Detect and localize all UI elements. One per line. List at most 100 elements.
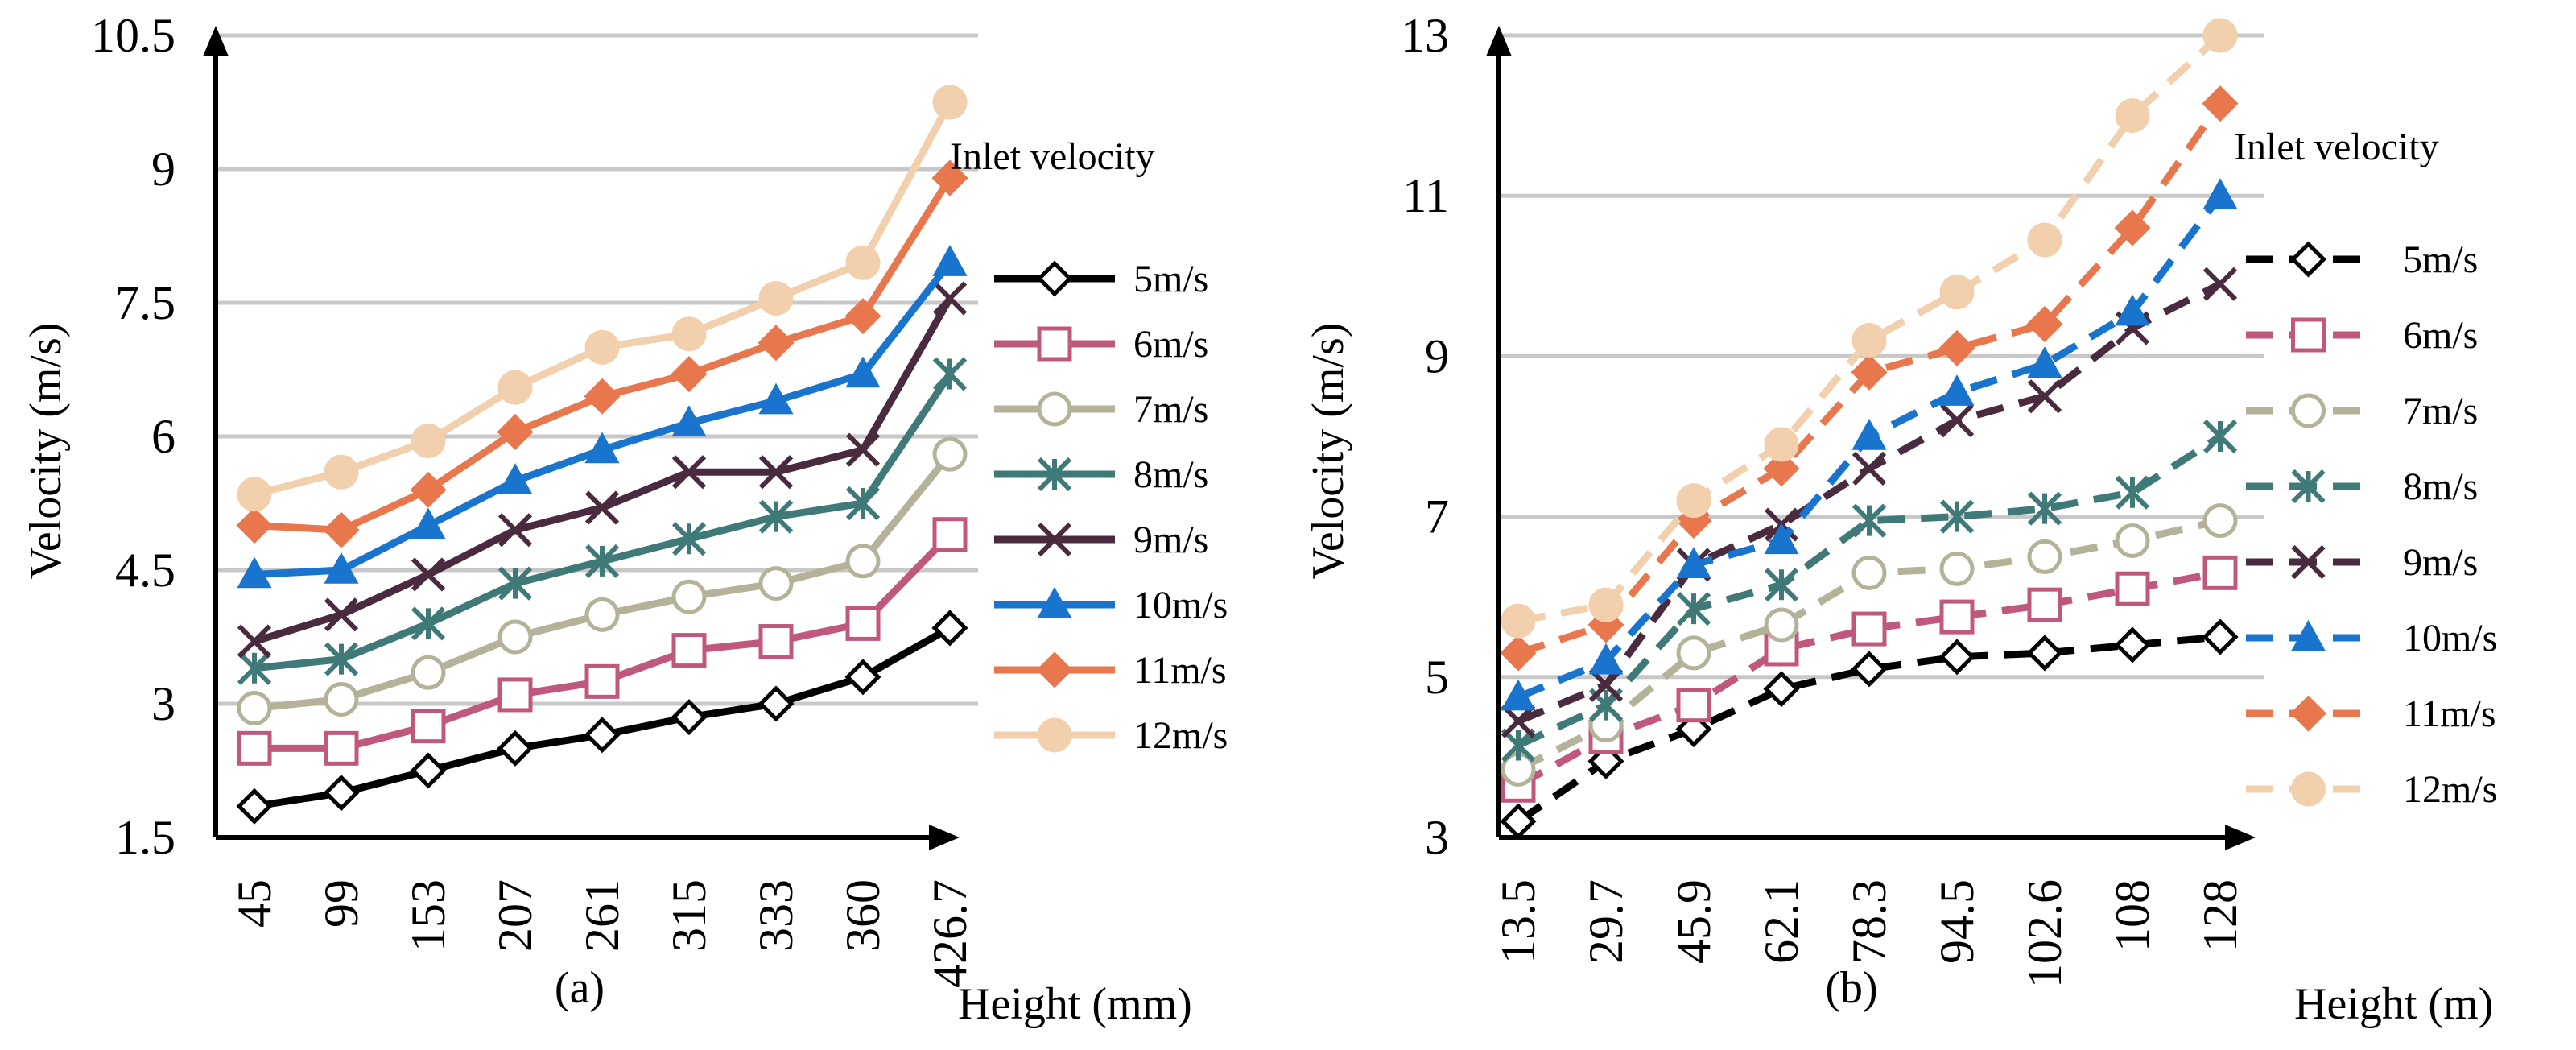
series-9m-s <box>237 281 968 659</box>
data-point <box>1500 635 1537 672</box>
legend-marker <box>2289 241 2327 278</box>
data-point <box>758 624 794 659</box>
data-point <box>1938 639 1975 676</box>
legend-entry: 9m/s <box>2246 541 2478 584</box>
data-point <box>324 597 359 632</box>
data-point <box>1676 635 1711 671</box>
data-point <box>2027 587 2062 622</box>
x-tick-label: 207 <box>489 879 542 952</box>
data-point <box>2115 523 2150 558</box>
series-12m-s <box>1501 18 2238 639</box>
x-axis-title: Height (mm) <box>958 979 1192 1029</box>
x-tick-label: 62.1 <box>1755 879 1808 964</box>
legend-marker <box>1036 260 1073 297</box>
data-point <box>324 454 359 490</box>
legend-label: 10m/s <box>1133 584 1228 626</box>
data-point <box>1588 668 1624 702</box>
legend-title: Inlet velocity <box>950 135 1155 178</box>
series-line <box>1517 433 2223 749</box>
data-point <box>2027 379 2062 414</box>
x-tick-label: 153 <box>402 879 455 952</box>
data-point <box>411 557 446 592</box>
data-point <box>1939 499 1975 534</box>
series-7m-s <box>1501 503 2238 787</box>
data-point <box>2202 503 2238 539</box>
data-point <box>1939 551 1975 586</box>
data-point <box>1676 483 1711 519</box>
series-11m-s <box>236 159 968 548</box>
data-point <box>497 619 533 655</box>
data-point <box>1501 728 1536 763</box>
panel-label: (b) <box>1825 963 1877 1013</box>
data-point <box>844 659 881 696</box>
data-point <box>671 455 707 490</box>
data-point <box>497 463 533 495</box>
data-point <box>410 471 447 508</box>
data-point <box>1852 322 1887 358</box>
x-axis-arrow <box>2225 825 2256 850</box>
legend-entry: 12m/s <box>2246 768 2497 811</box>
data-point <box>237 624 272 659</box>
legend-label: 8m/s <box>1133 453 1208 496</box>
y-tick-label: 3 <box>1425 811 1449 864</box>
data-point <box>497 370 533 405</box>
data-point <box>324 642 359 676</box>
series-8m-s <box>237 357 968 685</box>
data-point <box>411 507 446 539</box>
legend-entry: 6m/s <box>994 323 1208 366</box>
data-point <box>1763 671 1800 708</box>
data-point <box>671 316 707 352</box>
data-point <box>236 507 273 544</box>
y-tick-label: 1.5 <box>115 811 175 864</box>
data-point <box>2202 178 2238 209</box>
data-point <box>584 544 620 579</box>
x-tick-label: 78.3 <box>1843 879 1896 964</box>
x-tick-label: 13.5 <box>1492 879 1545 964</box>
legend-entry: 11m/s <box>2246 692 2496 735</box>
data-point <box>2202 85 2239 122</box>
data-point <box>932 357 968 391</box>
y-tick-label: 3 <box>151 677 175 730</box>
data-point <box>237 651 272 685</box>
legend-title: Inlet velocity <box>2234 126 2439 168</box>
legend-label: 7m/s <box>2403 390 2478 432</box>
x-tick-label: 45.9 <box>1667 879 1720 964</box>
data-point <box>584 432 620 464</box>
data-point <box>1764 568 1799 602</box>
data-point <box>2114 626 2151 663</box>
data-point <box>671 522 707 556</box>
data-point <box>758 325 795 362</box>
data-point <box>2202 419 2238 454</box>
legend-marker <box>2291 544 2326 580</box>
data-point <box>932 517 968 552</box>
data-point <box>1939 374 1975 406</box>
data-point <box>671 633 707 668</box>
data-point <box>758 280 794 316</box>
data-point <box>671 355 708 393</box>
legend-label: 6m/s <box>1133 323 1208 366</box>
x-tick-label: 94.5 <box>1930 879 1984 964</box>
data-point <box>845 245 881 280</box>
legend-label: 9m/s <box>1133 519 1208 561</box>
data-point <box>1938 329 1975 366</box>
y-tick-label: 9 <box>1425 329 1449 382</box>
data-point <box>845 606 881 641</box>
series-line <box>254 260 953 579</box>
data-point <box>2026 635 2063 672</box>
y-tick-label: 5 <box>1425 651 1449 704</box>
legend-entry: 9m/s <box>994 519 1208 561</box>
data-point <box>671 405 707 437</box>
x-tick-label: 108 <box>2106 879 2159 952</box>
x-tick-label: 261 <box>576 879 629 952</box>
data-point <box>411 424 446 459</box>
series-6m-s <box>237 517 968 766</box>
data-point <box>1676 688 1711 723</box>
x-tick-label: 128 <box>2194 879 2247 952</box>
data-point <box>584 663 620 699</box>
legend-marker <box>2291 393 2326 428</box>
data-point <box>1676 592 1711 626</box>
data-point <box>845 544 881 579</box>
data-point <box>237 556 272 589</box>
data-point <box>2027 346 2062 378</box>
y-tick-label: 10.5 <box>91 9 175 62</box>
